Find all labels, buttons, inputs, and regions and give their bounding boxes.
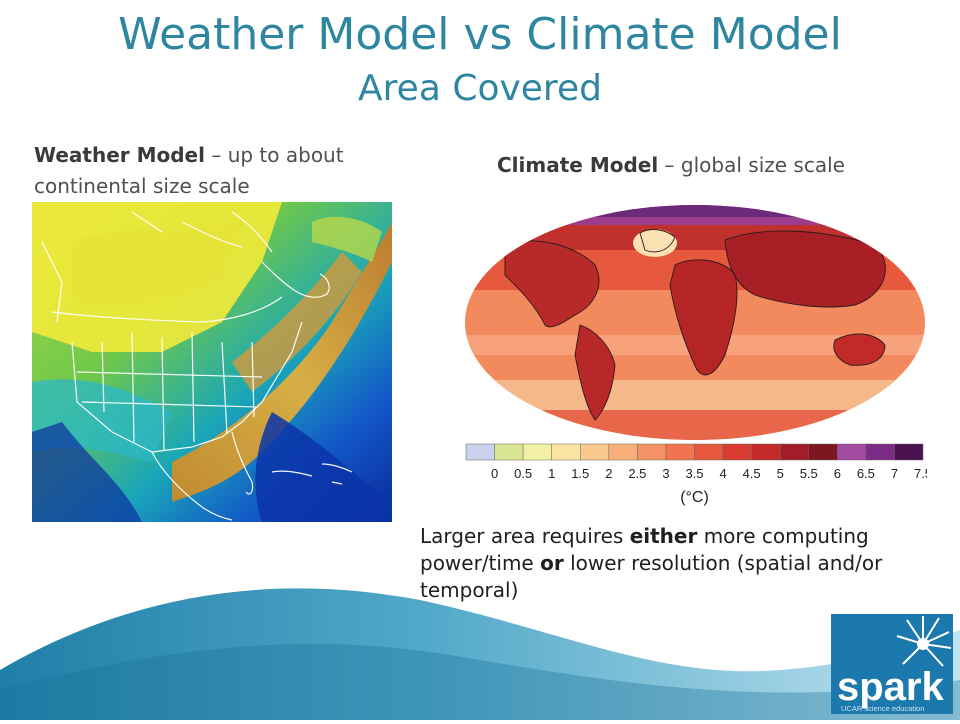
- legend-tick-label: 5: [777, 466, 784, 481]
- climate-model-description: – global size scale: [658, 153, 845, 177]
- legend-unit-label: (°C): [680, 489, 709, 506]
- legend-swatch: [522, 443, 552, 461]
- weather-model-caption: Weather Model – up to about continental …: [34, 140, 394, 202]
- legend-swatch: [779, 443, 809, 461]
- note-emphasis-or: or: [540, 551, 564, 575]
- legend-swatch: [580, 443, 610, 461]
- climate-world-map: [465, 205, 925, 440]
- legend-swatch: [551, 443, 581, 461]
- decorative-wave: [0, 560, 960, 720]
- weather-model-label: Weather Model: [34, 143, 205, 167]
- legend-swatch: [665, 443, 695, 461]
- note-text-1: Larger area requires: [420, 524, 630, 548]
- legend-swatch: [865, 443, 895, 461]
- legend-tick-label: 6.5: [857, 466, 875, 481]
- legend-tick-label: 1: [548, 466, 555, 481]
- legend-swatch: [494, 443, 524, 461]
- legend-tick-label: 6: [834, 466, 841, 481]
- spark-logo: spark UCAR science education: [831, 614, 953, 714]
- legend-colorbar: 0 0.5 1 1.5 2 2.5 3 3.5 4 4.5 5 5.5 6 6.5 7 7.5 (°C): [465, 443, 932, 506]
- legend-tick-label: 3: [662, 466, 669, 481]
- legend-tick-label: 4: [719, 466, 726, 481]
- legend-swatch: [694, 443, 724, 461]
- resolution-note: Larger area requires either more computi…: [420, 523, 920, 604]
- weather-satellite-image: [32, 202, 392, 522]
- legend-tick-label: 2.5: [628, 466, 646, 481]
- legend-tick-label: 3.5: [685, 466, 703, 481]
- legend-tick-label: 4.5: [743, 466, 761, 481]
- note-text-2: more computing power/time: [420, 524, 869, 575]
- legend-swatch: [808, 443, 838, 461]
- legend-tick-label: 0: [491, 466, 498, 481]
- legend-swatch: [722, 443, 752, 461]
- climate-model-label: Climate Model: [497, 153, 659, 177]
- legend-swatch: [837, 443, 867, 461]
- legend-swatch: [465, 443, 495, 461]
- legend-swatch: [894, 443, 924, 461]
- temperature-legend: 0 0.5 1 1.5 2 2.5 3 3.5 4 4.5 5 5.5 6 6.5 7 7.5 (°C): [462, 440, 932, 510]
- legend-tick-label: 5.5: [800, 466, 818, 481]
- legend-swatch: [637, 443, 667, 461]
- legend-swatch: [608, 443, 638, 461]
- note-emphasis-either: either: [629, 524, 698, 548]
- slide-title: Weather Model vs Climate Model: [118, 9, 842, 60]
- legend-swatch: [751, 443, 781, 461]
- svg-text:spark: spark: [837, 665, 944, 709]
- climate-model-caption: Climate Model – global size scale: [497, 150, 897, 181]
- legend-tick-label: 2: [605, 466, 612, 481]
- svg-text:UCAR science education: UCAR science education: [841, 704, 924, 713]
- legend-tick-label: 7.5: [914, 466, 927, 481]
- legend-tick-label: 1.5: [571, 466, 589, 481]
- legend-tick-label: 0.5: [514, 466, 532, 481]
- note-text-3: lower resolution (spatial and/or tempora…: [420, 551, 883, 602]
- slide-subtitle: Area Covered: [358, 68, 602, 109]
- weather-model-description: – up to about continental size scale: [34, 143, 344, 198]
- legend-tick-label: 7: [891, 466, 898, 481]
